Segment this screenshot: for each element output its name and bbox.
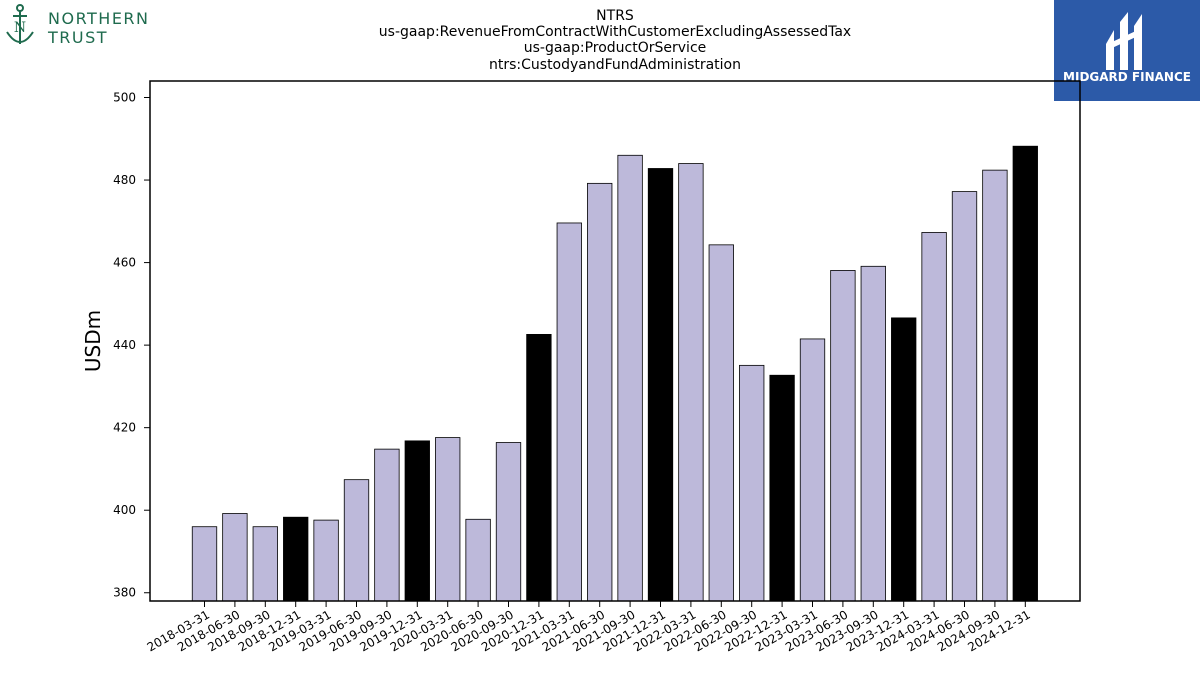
bars-group xyxy=(191,145,1038,602)
bar-2024-12-31 xyxy=(1012,145,1038,602)
midgard-finance-logo: MIDGARD FINANCE xyxy=(1054,0,1200,101)
bar-2018-09-30 xyxy=(252,526,278,602)
plot-frame xyxy=(149,80,1081,602)
bar-2018-03-31 xyxy=(191,526,218,602)
bar-2024-09-30 xyxy=(982,169,1008,602)
bar-2021-12-31 xyxy=(647,168,674,602)
bar-2022-12-31 xyxy=(769,374,795,602)
bar-2021-03-31 xyxy=(556,222,582,602)
bar-2021-06-30 xyxy=(587,182,613,602)
y-tick-label: 500 xyxy=(113,91,136,105)
title-line-3: us-gaap:ProductOrService xyxy=(524,40,707,56)
bar-2022-09-30 xyxy=(739,364,765,602)
bar-2023-09-30 xyxy=(860,265,886,602)
bar-2019-12-31 xyxy=(404,440,430,602)
logo-right-text: MIDGARD FINANCE xyxy=(1063,70,1191,84)
midgard-mark-icon xyxy=(1106,12,1142,70)
y-axis: 380 400 420 440 460 480 500 xyxy=(113,91,150,600)
y-tick-label: 420 xyxy=(113,421,136,435)
bar-2020-06-30 xyxy=(465,518,491,602)
bar-2023-03-31 xyxy=(799,338,826,602)
x-axis: 2018-03-312018-06-302018-09-302018-12-31… xyxy=(145,601,1033,654)
bar-2022-03-31 xyxy=(678,163,704,602)
y-tick-label: 460 xyxy=(113,256,136,270)
bar-2022-06-30 xyxy=(708,244,734,602)
bar-2024-06-30 xyxy=(951,191,978,602)
bar-2019-03-31 xyxy=(313,519,339,602)
bar-2023-12-31 xyxy=(891,317,917,602)
y-tick-label: 440 xyxy=(113,338,136,352)
title-line-2: us-gaap:RevenueFromContractWithCustomerE… xyxy=(379,24,851,40)
logo-left-text-2: TRUST xyxy=(47,28,108,47)
bar-2021-09-30 xyxy=(617,154,643,602)
bar-2019-06-30 xyxy=(343,479,370,602)
chart-title: NTRS us-gaap:RevenueFromContractWithCust… xyxy=(379,8,851,73)
title-line-1: NTRS xyxy=(596,8,634,24)
logo-left-text-1: NORTHERN xyxy=(48,9,150,28)
y-tick-label: 400 xyxy=(113,503,136,517)
bar-2019-09-30 xyxy=(374,448,400,602)
title-line-4: ntrs:CustodyandFundAdministration xyxy=(489,57,741,73)
bar-2018-06-30 xyxy=(222,513,248,602)
northern-trust-logo: N NORTHERN TRUST xyxy=(6,4,150,47)
bar-2024-03-31 xyxy=(921,232,947,602)
y-axis-label: USDm xyxy=(81,310,105,372)
svg-text:N: N xyxy=(14,20,26,36)
bar-2023-06-30 xyxy=(830,270,856,602)
bar-2020-03-31 xyxy=(435,437,461,602)
bar-2020-09-30 xyxy=(495,442,522,602)
y-tick-label: 380 xyxy=(113,586,136,600)
bar-2018-12-31 xyxy=(283,516,309,602)
bar-2020-12-31 xyxy=(526,333,552,602)
y-tick-label: 480 xyxy=(113,173,136,187)
